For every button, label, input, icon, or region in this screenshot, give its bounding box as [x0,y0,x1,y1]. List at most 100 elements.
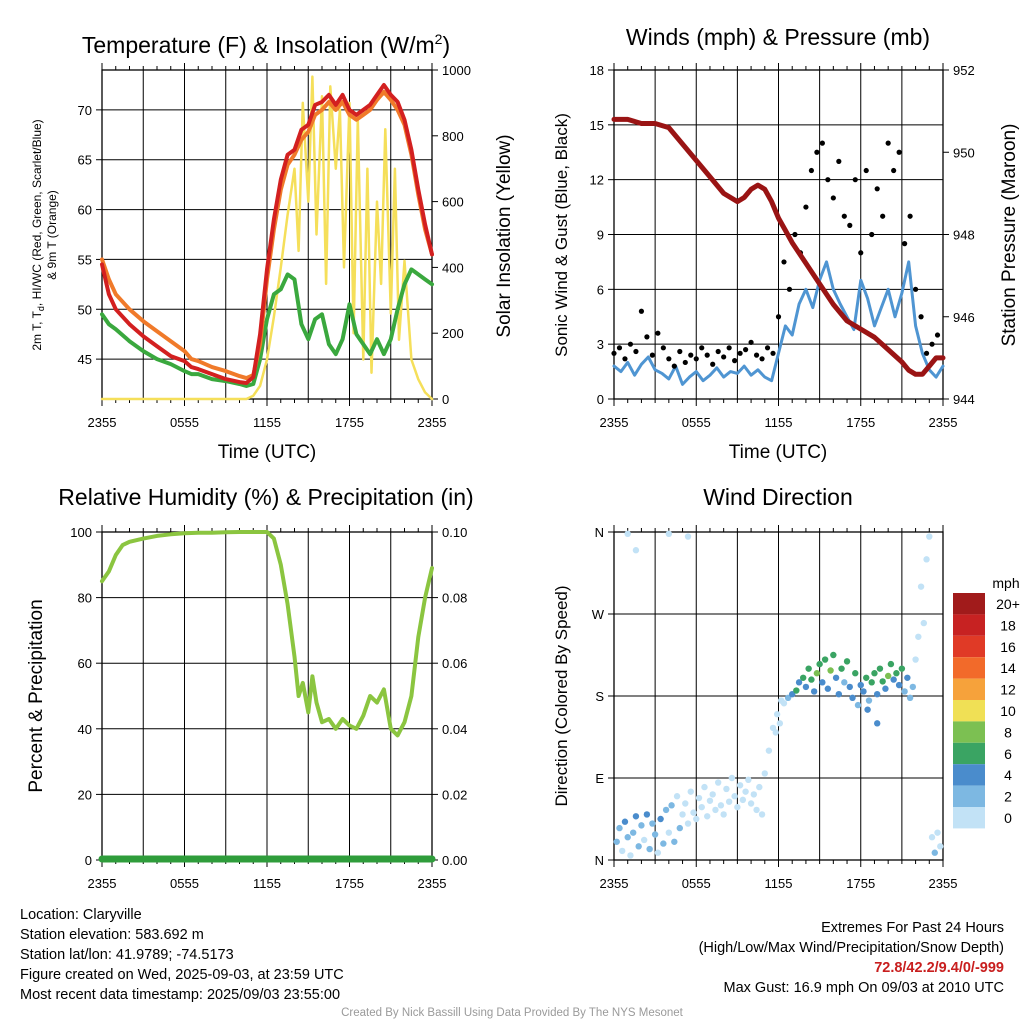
direction-point [876,665,884,672]
x-tick-label: 0555 [170,415,199,430]
direction-legend-title: mph [992,575,1019,591]
direction-point [909,683,917,691]
gust-point [781,259,787,265]
y-tick-label: 0 [85,853,92,868]
gust-point [699,345,705,351]
direction-point [665,530,673,538]
gust-point [836,158,842,164]
y-tick-label: 55 [78,252,92,267]
y-tick-label: 18 [590,63,604,78]
direction-point [871,670,878,677]
direction-point [789,690,796,698]
direction-point [843,658,851,665]
series-line-0 [100,83,434,385]
y-tick-label: 40 [78,722,92,737]
gust-point [803,204,809,210]
legend-swatch [953,678,985,700]
wind-xlabel: Time (UTC) [729,442,828,463]
direction-point [684,533,692,540]
legend-label: 4 [1004,767,1012,783]
gust-point [808,167,815,174]
y2-tick-label: 944 [953,392,975,407]
direction-point [835,690,843,698]
y-tick-label: W [592,607,605,622]
direction-point [624,834,631,841]
direction-point [693,815,700,823]
gust-point [874,186,880,192]
direction-point [714,779,722,786]
direction-point [857,681,864,689]
direction-point [906,694,914,702]
y-tick-label: 45 [78,352,92,367]
gust-point [934,332,941,338]
direction-point [773,711,781,718]
gust-point [638,308,645,314]
direction-point [864,706,871,713]
extremes-heading: Extremes For Past 24 Hours [821,920,1004,936]
legend-swatch [953,657,985,679]
gust-point [743,347,749,353]
rh-line [100,530,434,738]
legend-swatch [953,593,985,615]
direction-point [884,672,892,680]
direction-point [698,803,705,811]
gust-point [775,314,782,320]
y2-tick-label: 0.04 [442,722,467,737]
rh-title: Relative Humidity (%) & Precipitation (i… [58,484,473,510]
direction-point [616,824,623,832]
x-tick-label: 2355 [418,876,447,891]
direction-point [805,665,812,672]
x-tick-label: 1755 [846,876,875,891]
direction-point [629,829,637,836]
direction-point [808,676,815,683]
direction-point [673,793,681,800]
latlon-text: Station lat/lon: 41.9789; -74.5173 [20,947,234,963]
direction-point [890,676,897,683]
x-tick-label: 2355 [600,415,629,430]
station-info: Location: Claryville Station elevation: … [20,905,344,1005]
gust-point [715,348,721,355]
y-tick-label: E [595,771,604,786]
y-tick-label: 60 [78,203,92,218]
direction-point [638,822,645,829]
direction-point [841,679,848,686]
direction-point [920,619,928,627]
direction-point [795,679,803,686]
gust-point [907,213,913,219]
direction-point [720,811,727,818]
direction-point [632,547,640,554]
direction-point [679,811,686,818]
direction-point [619,847,626,855]
direction-point [904,674,911,681]
gust-point [830,195,836,201]
y-tick-label: N [595,525,604,540]
x-tick-label: 0555 [682,876,711,891]
direction-point [687,788,694,795]
direction-point [923,556,930,563]
gust-point [611,350,617,356]
gust-point [891,167,897,174]
gust-point [748,339,754,345]
gust-point [814,149,820,155]
direction-point [668,802,675,809]
direction-point [736,782,744,789]
direction-point [712,806,719,814]
x-tick-label: 1155 [253,415,281,430]
wind-ylabel-left: Sonic Wind & Gust (Blue, Black) [552,113,571,357]
direction-point [684,820,692,827]
wind-title: Winds (mph) & Pressure (mb) [626,24,930,50]
gust-point [693,356,699,362]
gust-point [633,348,639,355]
y2-tick-label: 1000 [442,63,471,78]
y-tick-label: 15 [590,118,604,133]
temp-ylabel-left: 2m T, Td, HI/WC (Red, Green, Scarlet/Blu… [30,119,46,350]
direction-point [776,720,784,727]
direction-point [865,697,873,704]
gust-point [627,341,634,347]
direction-title: Wind Direction [703,484,853,510]
y2-tick-label: 0.00 [442,853,467,868]
gust-point [721,354,727,360]
direction-point [756,783,763,791]
direction-point [901,688,908,695]
direction-point [750,791,758,798]
